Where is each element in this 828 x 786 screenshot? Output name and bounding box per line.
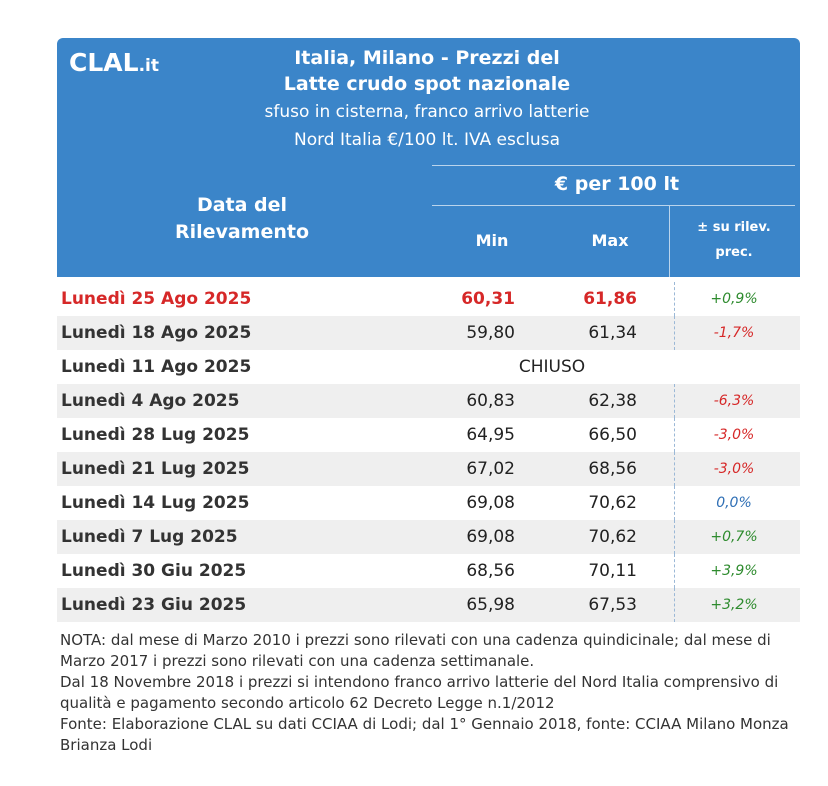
- header-column-divider: [669, 206, 670, 277]
- row-change: -3,0%: [713, 461, 755, 477]
- row-date: Lunedì 28 Lug 2025: [61, 425, 250, 445]
- table-header: CLAL.it Italia, Milano - Prezzi del Latt…: [57, 38, 800, 277]
- logo-text: CLAL: [69, 48, 139, 77]
- row-date: Lunedì 25 Ago 2025: [61, 289, 252, 309]
- row-min: 65,98: [466, 595, 515, 615]
- header-divider: [432, 205, 795, 206]
- column-divider: [674, 418, 675, 452]
- change-header-line1: ± su rilev.: [697, 220, 771, 235]
- row-date: Lunedì 21 Lug 2025: [61, 459, 250, 479]
- column-divider: [674, 520, 675, 554]
- row-change: +0,7%: [710, 529, 758, 545]
- table-subtitle-line1: sfuso in cisterna, franco arrivo latteri…: [264, 102, 590, 122]
- row-min: 60,83: [466, 391, 515, 411]
- table-subtitle-line2: Nord Italia €/100 lt. IVA esclusa: [294, 130, 560, 150]
- change-column-header: ± su rilev. prec.: [672, 215, 796, 265]
- column-divider: [674, 486, 675, 520]
- row-max: 70,11: [588, 561, 637, 581]
- row-max: 70,62: [588, 527, 637, 547]
- footnote: NOTA: dal mese di Marzo 2010 i prezzi so…: [60, 630, 800, 756]
- column-divider: [674, 588, 675, 622]
- footnote-paragraph: NOTA: dal mese di Marzo 2010 i prezzi so…: [60, 631, 771, 670]
- row-max: 62,38: [588, 391, 637, 411]
- column-divider: [674, 384, 675, 418]
- table-row: Lunedì 4 Ago 2025 60,83 62,38 -6,3%: [57, 384, 800, 418]
- row-max: 67,53: [588, 595, 637, 615]
- logo-suffix: .it: [138, 56, 159, 76]
- table-row: Lunedì 21 Lug 2025 67,02 68,56 -3,0%: [57, 452, 800, 486]
- row-date: Lunedì 23 Giu 2025: [61, 595, 247, 615]
- row-change: +0,9%: [710, 291, 758, 307]
- table-row: Lunedì 23 Giu 2025 65,98 67,53 +3,2%: [57, 588, 800, 622]
- row-date: Lunedì 18 Ago 2025: [61, 323, 252, 343]
- row-date: Lunedì 11 Ago 2025: [61, 357, 252, 377]
- row-date: Lunedì 14 Lug 2025: [61, 493, 250, 513]
- row-closed-status: CHIUSO: [518, 357, 586, 377]
- row-change: +3,9%: [710, 563, 758, 579]
- header-divider: [432, 165, 795, 166]
- table-row: Lunedì 11 Ago 2025 CHIUSO: [57, 350, 800, 384]
- change-header-line2: prec.: [715, 245, 753, 260]
- row-min: 69,08: [466, 527, 515, 547]
- row-date: Lunedì 7 Lug 2025: [61, 527, 238, 547]
- column-divider: [674, 316, 675, 350]
- row-min: 64,95: [466, 425, 515, 445]
- price-table-body: Lunedì 25 Ago 2025 60,31 61,86 +0,9% Lun…: [57, 282, 800, 622]
- table-title-line1: Italia, Milano - Prezzi del: [294, 47, 560, 69]
- row-date: Lunedì 30 Giu 2025: [61, 561, 247, 581]
- row-change: 0,0%: [716, 495, 752, 511]
- table-row: Lunedì 14 Lug 2025 69,08 70,62 0,0%: [57, 486, 800, 520]
- table-row: Lunedì 18 Ago 2025 59,80 61,34 -1,7%: [57, 316, 800, 350]
- table-row: Lunedì 25 Ago 2025 60,31 61,86 +0,9%: [57, 282, 800, 316]
- table-row: Lunedì 7 Lug 2025 69,08 70,62 +0,7%: [57, 520, 800, 554]
- row-max: 61,86: [583, 289, 637, 309]
- column-divider: [674, 452, 675, 486]
- row-min: 69,08: [466, 493, 515, 513]
- footnote-paragraph: Fonte: Elaborazione CLAL su dati CCIAA d…: [60, 715, 789, 754]
- date-column-header: Data del Rilevamento: [137, 192, 347, 246]
- min-column-header: Min: [475, 231, 509, 250]
- column-divider: [674, 554, 675, 588]
- max-column-header: Max: [591, 231, 629, 250]
- table-row: Lunedì 30 Giu 2025 68,56 70,11 +3,9%: [57, 554, 800, 588]
- price-table-card: CLAL.it Italia, Milano - Prezzi del Latt…: [57, 38, 800, 622]
- footnote-paragraph: Dal 18 Novembre 2018 i prezzi si intendo…: [60, 673, 779, 712]
- row-max: 70,62: [588, 493, 637, 513]
- row-min: 68,56: [466, 561, 515, 581]
- row-change: -3,0%: [713, 427, 755, 443]
- row-change: +3,2%: [710, 597, 758, 613]
- row-min: 60,31: [461, 289, 515, 309]
- clal-logo[interactable]: CLAL.it: [69, 48, 159, 77]
- row-date: Lunedì 4 Ago 2025: [61, 391, 240, 411]
- row-min: 59,80: [466, 323, 515, 343]
- row-max: 66,50: [588, 425, 637, 445]
- date-header-line2: Rilevamento: [174, 221, 310, 243]
- row-change: -1,7%: [713, 325, 755, 341]
- row-change: -6,3%: [713, 393, 755, 409]
- table-row: Lunedì 28 Lug 2025 64,95 66,50 -3,0%: [57, 418, 800, 452]
- column-divider: [674, 282, 675, 316]
- table-title-line2: Latte crudo spot nazionale: [283, 73, 571, 95]
- row-max: 61,34: [588, 323, 637, 343]
- date-header-line1: Data del: [196, 194, 288, 216]
- price-group-header: € per 100 lt: [554, 173, 680, 195]
- row-max: 68,56: [588, 459, 637, 479]
- row-min: 67,02: [466, 459, 515, 479]
